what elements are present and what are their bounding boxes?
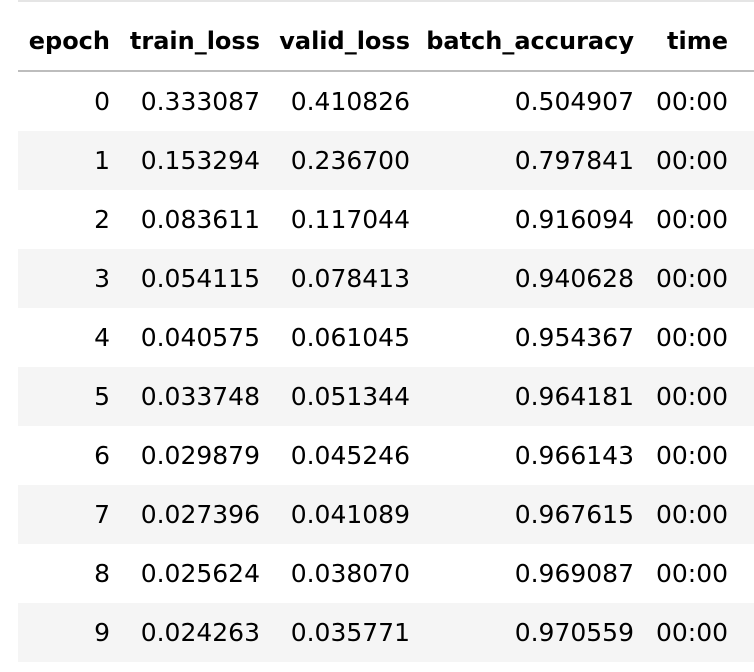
cell-epoch: 4 [94, 323, 110, 352]
cell-epoch: 7 [18, 485, 120, 544]
cell-train-loss: 0.333087 [140, 87, 260, 116]
cell-valid-loss: 0.051344 [270, 367, 420, 426]
table-top-border [18, 0, 754, 2]
cell-time: 00:00 [644, 249, 754, 308]
cell-train-loss: 0.033748 [120, 367, 270, 426]
cell-epoch: 6 [94, 441, 110, 470]
cell-train-loss: 0.083611 [140, 205, 260, 234]
cell-time: 00:00 [655, 441, 728, 470]
cell-epoch: 9 [18, 603, 120, 662]
cell-batch-accuracy: 0.969087 [514, 559, 634, 588]
table-row: 4 0.040575 0.061045 0.954367 00:00 [18, 308, 754, 367]
cell-batch-accuracy: 0.970559 [420, 603, 644, 662]
cell-valid-loss: 0.117044 [290, 205, 410, 234]
cell-time: 00:00 [655, 559, 728, 588]
table-row: 1 0.153294 0.236700 0.797841 00:00 [18, 131, 754, 190]
table-row: 2 0.083611 0.117044 0.916094 00:00 [18, 190, 754, 249]
table-row: 8 0.025624 0.038070 0.969087 00:00 [18, 544, 754, 603]
table-row: 3 0.054115 0.078413 0.940628 00:00 [18, 249, 754, 308]
cell-batch-accuracy: 0.940628 [420, 249, 644, 308]
cell-valid-loss: 0.035771 [270, 603, 420, 662]
cell-epoch: 0 [94, 87, 110, 116]
header-train-loss: train_loss [120, 12, 270, 72]
cell-train-loss: 0.027396 [120, 485, 270, 544]
header-batch-accuracy: batch_accuracy [420, 12, 644, 72]
cell-time: 00:00 [644, 131, 754, 190]
table-row: 0 0.333087 0.410826 0.504907 00:00 [18, 71, 754, 131]
cell-valid-loss: 0.041089 [270, 485, 420, 544]
table-row: 6 0.029879 0.045246 0.966143 00:00 [18, 426, 754, 485]
cell-batch-accuracy: 0.916094 [514, 205, 634, 234]
cell-train-loss: 0.025624 [140, 559, 260, 588]
header-valid-loss: valid_loss [270, 12, 420, 72]
cell-time: 00:00 [644, 485, 754, 544]
cell-epoch: 8 [94, 559, 110, 588]
table-header: epoch train_loss valid_loss batch_accura… [18, 12, 754, 72]
cell-batch-accuracy: 0.797841 [420, 131, 644, 190]
cell-train-loss: 0.024263 [120, 603, 270, 662]
table-body: 0 0.333087 0.410826 0.504907 00:00 1 0.1… [18, 71, 754, 662]
cell-valid-loss: 0.045246 [290, 441, 410, 470]
header-row: epoch train_loss valid_loss batch_accura… [18, 12, 754, 72]
cell-epoch: 1 [18, 131, 120, 190]
cell-epoch: 3 [18, 249, 120, 308]
cell-epoch: 2 [94, 205, 110, 234]
cell-batch-accuracy: 0.964181 [420, 367, 644, 426]
cell-time: 00:00 [655, 323, 728, 352]
cell-valid-loss: 0.038070 [290, 559, 410, 588]
cell-train-loss: 0.153294 [120, 131, 270, 190]
cell-valid-loss: 0.236700 [270, 131, 420, 190]
cell-time: 00:00 [655, 205, 728, 234]
header-epoch: epoch [18, 12, 120, 72]
cell-batch-accuracy: 0.954367 [514, 323, 634, 352]
cell-valid-loss: 0.078413 [270, 249, 420, 308]
cell-batch-accuracy: 0.504907 [514, 87, 634, 116]
cell-valid-loss: 0.061045 [290, 323, 410, 352]
table-row: 9 0.024263 0.035771 0.970559 00:00 [18, 603, 754, 662]
table-row: 7 0.027396 0.041089 0.967615 00:00 [18, 485, 754, 544]
header-time: time [644, 12, 754, 72]
cell-batch-accuracy: 0.966143 [514, 441, 634, 470]
cell-epoch: 5 [18, 367, 120, 426]
cell-valid-loss: 0.410826 [290, 87, 410, 116]
cell-train-loss: 0.029879 [140, 441, 260, 470]
cell-batch-accuracy: 0.967615 [420, 485, 644, 544]
table-row: 5 0.033748 0.051344 0.964181 00:00 [18, 367, 754, 426]
cell-train-loss: 0.054115 [120, 249, 270, 308]
cell-time: 00:00 [644, 367, 754, 426]
cell-time: 00:00 [655, 87, 728, 116]
cell-time: 00:00 [644, 603, 754, 662]
training-results-table: epoch train_loss valid_loss batch_accura… [18, 12, 754, 662]
cell-train-loss: 0.040575 [140, 323, 260, 352]
